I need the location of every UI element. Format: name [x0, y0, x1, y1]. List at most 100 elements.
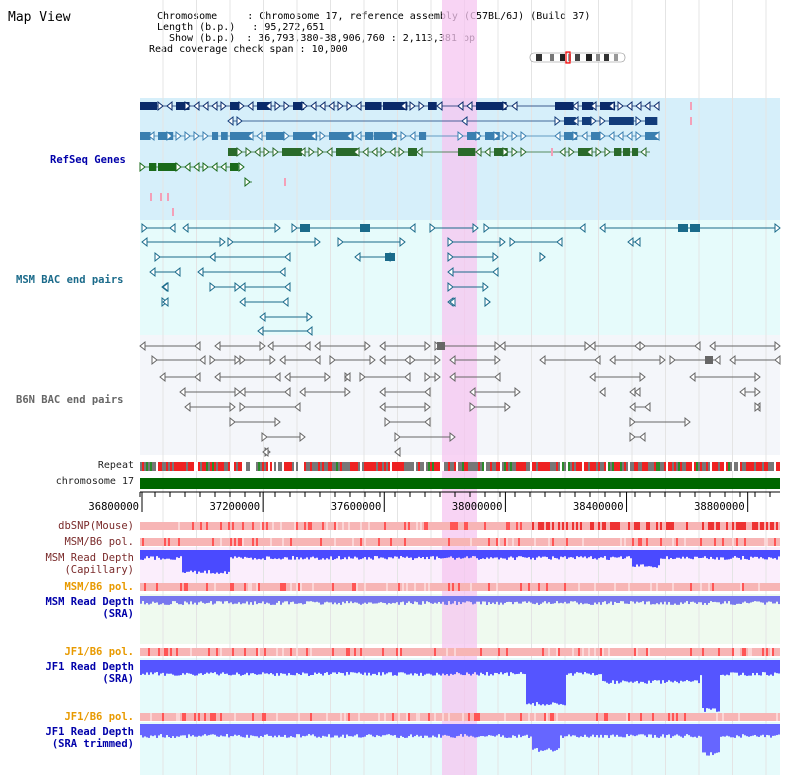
read-depth-bar — [330, 660, 332, 674]
polymorphism-cell — [476, 522, 478, 530]
read-depth-bar — [176, 596, 178, 603]
polymorphism-cell — [764, 522, 766, 530]
polymorphism-cell — [772, 522, 774, 530]
read-depth-bar — [726, 660, 728, 675]
polymorphism-cell — [732, 583, 734, 591]
polymorphism-cell — [268, 538, 270, 546]
polymorphism-cell — [748, 522, 750, 530]
read-depth-bar — [320, 660, 322, 674]
polymorphism-cell — [184, 713, 186, 721]
read-depth-bar — [570, 660, 572, 674]
read-depth-bar — [432, 550, 434, 557]
read-depth-bar — [482, 596, 484, 602]
read-depth-bar — [526, 724, 528, 735]
polymorphism-cell — [734, 648, 736, 656]
read-depth-bar — [300, 724, 302, 738]
polymorphism-cell — [254, 583, 256, 591]
read-depth-bar — [334, 724, 336, 736]
polymorphism-cell — [224, 538, 226, 546]
polymorphism-cell — [566, 713, 568, 721]
polymorphism-cell — [714, 522, 716, 530]
track-label-msm-bac[interactable]: MSM BAC end pairs — [16, 274, 124, 286]
read-depth-bar — [748, 724, 750, 737]
polymorphism-cell — [594, 583, 596, 591]
read-depth-bar — [232, 550, 234, 559]
read-depth-bar — [280, 550, 282, 560]
polymorphism-cell — [484, 538, 486, 546]
polymorphism-cell — [308, 538, 310, 546]
repeat-block — [506, 462, 508, 471]
read-depth-bar — [286, 724, 288, 738]
read-depth-bar — [648, 660, 650, 681]
read-depth-bar — [442, 660, 444, 674]
polymorphism-cell — [326, 583, 328, 591]
polymorphism-cell — [626, 522, 628, 530]
polymorphism-cell — [664, 713, 666, 721]
read-depth-bar — [378, 660, 380, 673]
polymorphism-cell — [192, 648, 194, 656]
polymorphism-cell — [326, 522, 328, 530]
read-depth-bar — [380, 550, 382, 558]
polymorphism-cell — [706, 583, 708, 591]
repeat-block — [534, 462, 536, 471]
read-depth-bar — [452, 596, 454, 604]
read-depth-bar — [168, 660, 170, 674]
polymorphism-cell — [628, 713, 630, 721]
polymorphism-cell — [274, 648, 276, 656]
polymorphism-cell — [724, 583, 726, 591]
polymorphism-cell — [370, 538, 372, 546]
repeat-block — [554, 462, 556, 471]
chromosome-ideogram-icon[interactable] — [529, 51, 626, 64]
polymorphism-cell — [448, 648, 450, 656]
polymorphism-cell — [606, 522, 608, 530]
read-depth-bar — [666, 724, 668, 736]
polymorphism-cell — [476, 648, 478, 656]
polymorphism-cell — [732, 522, 734, 530]
polymorphism-cell — [616, 648, 618, 656]
repeat-block — [466, 462, 468, 471]
feature-layer[interactable] — [139, 100, 781, 458]
polymorphism-cell — [386, 538, 388, 546]
gene-arrow — [317, 146, 324, 158]
polymorphism-cell — [486, 648, 488, 656]
selection-highlight[interactable] — [442, 0, 477, 775]
repeat-block — [444, 462, 446, 471]
gene-exon — [365, 132, 374, 140]
polymorphism-cell — [504, 648, 506, 656]
polymorphism-cell — [492, 713, 494, 721]
gene-arrow — [319, 100, 326, 112]
polymorphism-cell — [592, 538, 594, 546]
read-depth-bar — [292, 724, 294, 738]
polymorphism-cell — [558, 522, 560, 530]
polymorphism-cell — [502, 583, 504, 591]
msm-bac-end — [291, 222, 298, 234]
read-depth-bar — [514, 660, 516, 675]
read-depth-bar — [696, 660, 698, 681]
read-depth-bar — [574, 596, 576, 602]
polymorphism-cell — [556, 583, 558, 591]
polymorphism-cell — [148, 522, 150, 530]
polymorphism-cell — [306, 648, 308, 656]
read-depth-bar — [362, 550, 364, 559]
polymorphism-cell — [752, 713, 754, 721]
polymorphism-cell — [236, 713, 238, 721]
polymorphism-cell — [386, 583, 388, 591]
read-depth-bar — [488, 596, 490, 603]
read-depth-bar — [708, 550, 710, 560]
polymorphism-cell — [324, 522, 326, 530]
polymorphism-cell — [664, 648, 666, 656]
track-label-refseq[interactable]: RefSeq Genes — [50, 154, 126, 166]
polymorphism-cell — [154, 713, 156, 721]
repeat-block — [470, 462, 472, 471]
track-label-b6n-bac[interactable]: B6N BAC end pairs — [16, 394, 124, 406]
read-depth-bar — [434, 550, 436, 560]
read-depth-bar — [390, 550, 392, 558]
polymorphism-cell — [520, 648, 522, 656]
repeat-block — [478, 462, 480, 471]
read-depth-bar — [704, 724, 706, 753]
read-depth-bar — [524, 724, 526, 736]
gene-arrow — [184, 100, 191, 112]
read-depth-bar — [324, 660, 326, 673]
polymorphism-cell — [144, 648, 146, 656]
